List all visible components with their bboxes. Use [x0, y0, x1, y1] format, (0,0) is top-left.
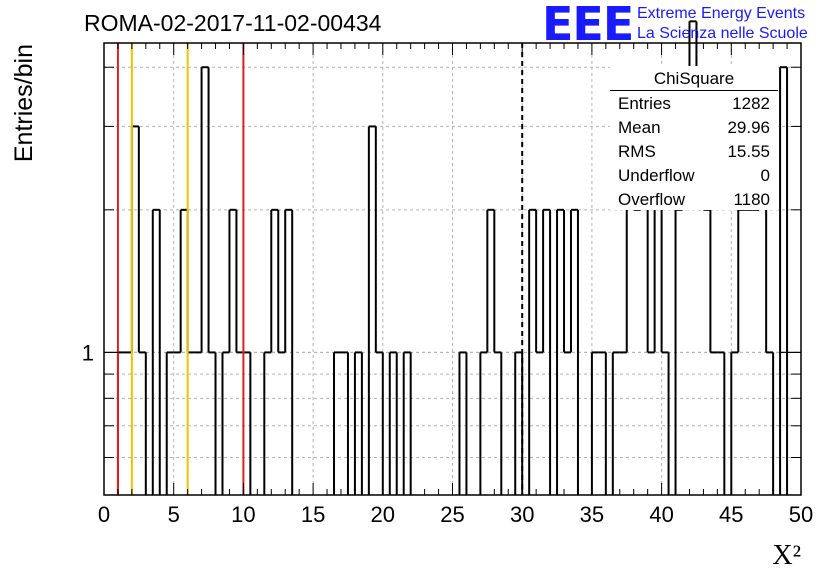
x-tick-label: 40 [649, 502, 673, 527]
x-tick-label: 20 [371, 502, 395, 527]
stats-value: 1282 [732, 94, 770, 113]
x-tick-label: 45 [719, 502, 743, 527]
x-tick-label: 30 [510, 502, 534, 527]
stats-row-entries: Entries 1282 [618, 92, 770, 116]
eee-logo-mark: EEE [542, 0, 634, 51]
x-tick-label: 5 [168, 502, 180, 527]
stats-row-underflow: Underflow 0 [618, 164, 770, 188]
x-tick-label: 25 [440, 502, 464, 527]
stats-value: 1180 [733, 190, 770, 209]
stats-box: ChiSquare Entries 1282 Mean 29.96 RMS 15… [610, 66, 778, 210]
x-tick-label: 10 [231, 502, 255, 527]
stats-key: Overflow [618, 190, 686, 209]
eee-logo-line2: La Scienza nelle Scuole [637, 25, 808, 42]
run-title: ROMA-02-2017-11-02-00434 [84, 10, 382, 36]
stats-value: 15.55 [727, 142, 770, 161]
stats-key: Underflow [618, 166, 695, 185]
x-axis-label: X² [772, 540, 801, 571]
stats-key: Entries [618, 94, 671, 113]
x-tick-label: 35 [580, 502, 604, 527]
x-tick-label: 15 [301, 502, 325, 527]
stats-key: RMS [618, 142, 656, 161]
y-tick-label: 1 [82, 340, 94, 365]
x-tick-label: 50 [789, 502, 813, 527]
y-axis-label: Entries/bin [10, 44, 38, 162]
stats-row-overflow: Overflow 1180 [618, 188, 770, 212]
stats-value: 0 [760, 166, 770, 185]
stats-row-mean: Mean 29.96 [618, 116, 770, 140]
eee-logo: EEE Extreme Energy Events La Scienza nel… [542, 0, 832, 51]
stats-title: ChiSquare [610, 68, 778, 91]
stats-value: 29.96 [727, 118, 770, 137]
stats-key: Mean [618, 118, 661, 137]
x-tick-label: 0 [98, 502, 110, 527]
eee-logo-line1: Extreme Energy Events [637, 5, 806, 22]
stats-row-rms: RMS 15.55 [618, 140, 770, 164]
